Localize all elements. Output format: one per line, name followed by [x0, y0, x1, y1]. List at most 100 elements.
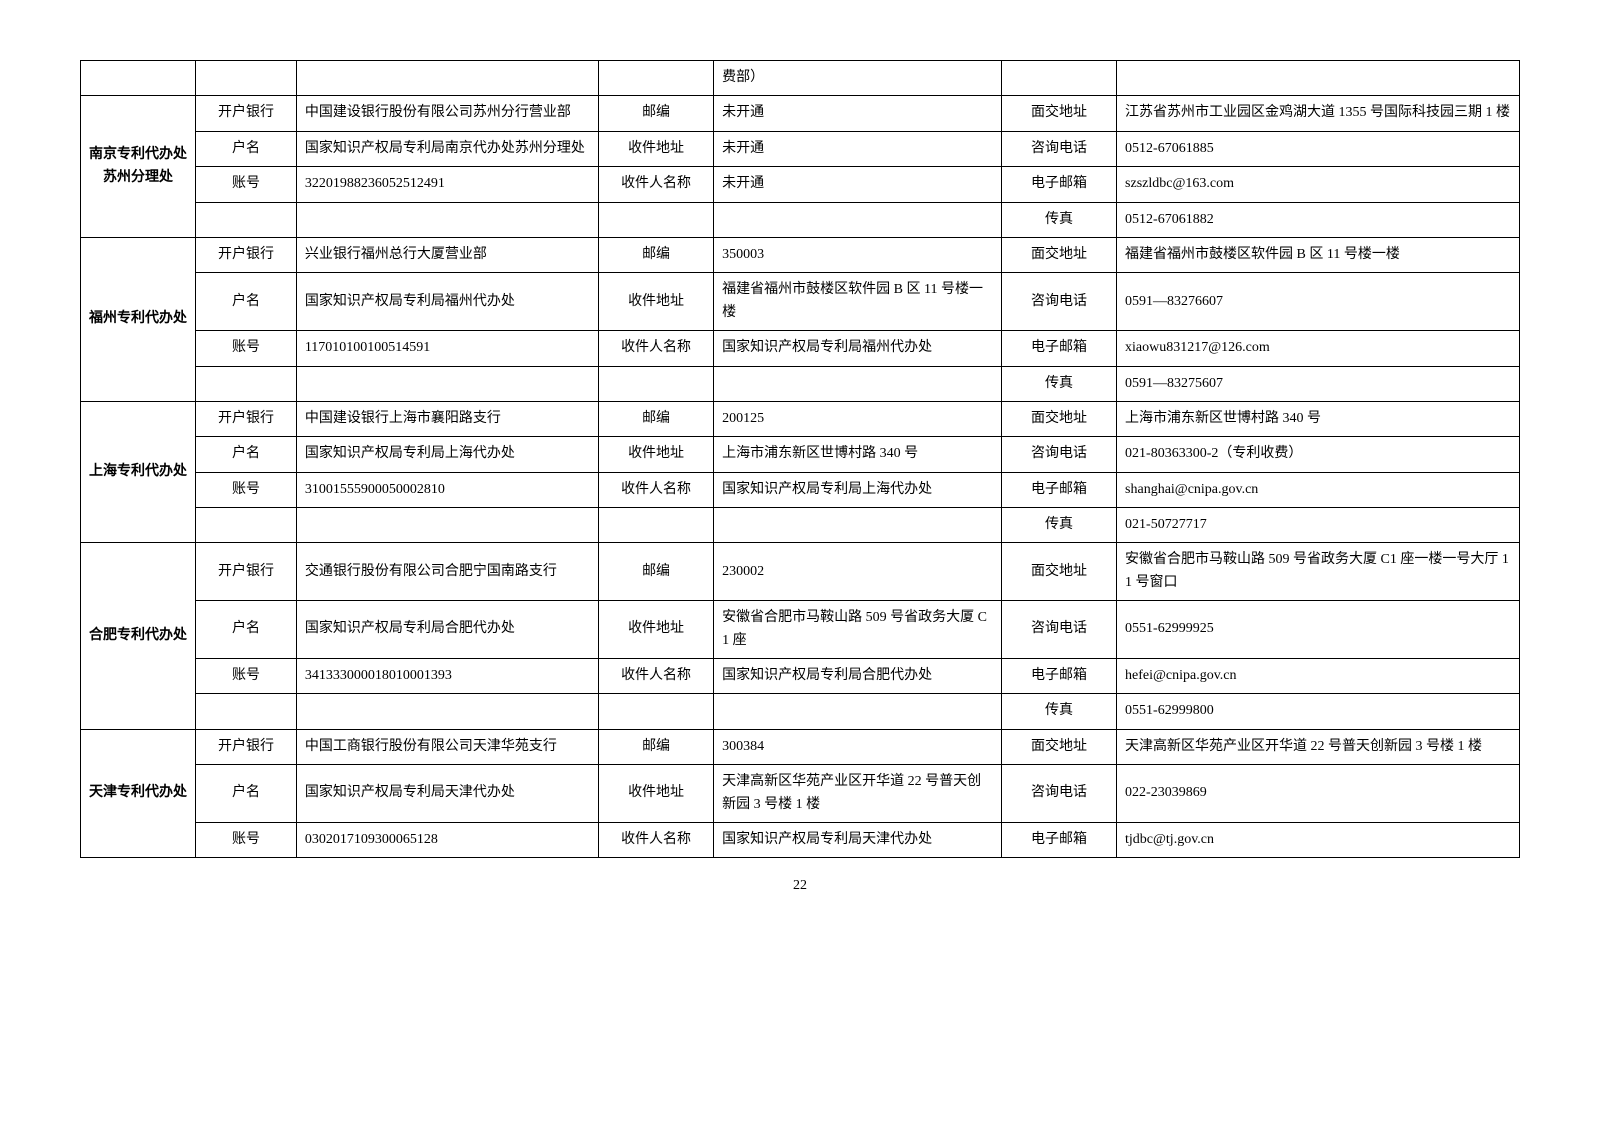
label-contact: 面交地址 — [1001, 237, 1116, 272]
value-contact: xiaowu831217@126.com — [1117, 331, 1520, 366]
table-row: 福州专利代办处开户银行兴业银行福州总行大厦营业部邮编350003面交地址福建省福… — [81, 237, 1520, 272]
label-bank — [196, 694, 297, 729]
table-row: 南京专利代办处苏州分理处开户银行中国建设银行股份有限公司苏州分行营业部邮编未开通… — [81, 96, 1520, 131]
label-mail: 收件地址 — [599, 273, 714, 331]
value-mail: 国家知识产权局专利局上海代办处 — [714, 472, 1002, 507]
label-contact — [1001, 61, 1116, 96]
label-mail: 收件地址 — [599, 601, 714, 659]
label-mail — [599, 202, 714, 237]
table-row: 传真0591—83275607 — [81, 366, 1520, 401]
table-row: 户名国家知识产权局专利局南京代办处苏州分理处收件地址未开通咨询电话0512-67… — [81, 131, 1520, 166]
table-row: 传真021-50727717 — [81, 508, 1520, 543]
value-bank — [296, 202, 598, 237]
label-mail: 邮编 — [599, 543, 714, 601]
table-row: 传真0551-62999800 — [81, 694, 1520, 729]
value-mail: 福建省福州市鼓楼区软件园 B 区 11 号楼一楼 — [714, 273, 1002, 331]
value-contact: shanghai@cnipa.gov.cn — [1117, 472, 1520, 507]
label-bank: 开户银行 — [196, 96, 297, 131]
label-contact: 面交地址 — [1001, 543, 1116, 601]
label-mail: 收件地址 — [599, 131, 714, 166]
table-row: 费部） — [81, 61, 1520, 96]
table-row: 户名国家知识产权局专利局上海代办处收件地址上海市浦东新区世博村路 340 号咨询… — [81, 437, 1520, 472]
table-row: 账号32201988236052512491收件人名称未开通电子邮箱szszld… — [81, 167, 1520, 202]
value-bank: 32201988236052512491 — [296, 167, 598, 202]
value-contact: 江苏省苏州市工业园区金鸡湖大道 1355 号国际科技园三期 1 楼 — [1117, 96, 1520, 131]
label-bank: 开户银行 — [196, 401, 297, 436]
value-mail: 费部） — [714, 61, 1002, 96]
value-contact: 021-80363300-2（专利收费） — [1117, 437, 1520, 472]
table-row: 传真0512-67061882 — [81, 202, 1520, 237]
value-mail: 350003 — [714, 237, 1002, 272]
label-bank: 账号 — [196, 331, 297, 366]
value-contact: 021-50727717 — [1117, 508, 1520, 543]
label-contact: 咨询电话 — [1001, 765, 1116, 823]
table-row: 天津专利代办处开户银行中国工商银行股份有限公司天津华苑支行邮编300384面交地… — [81, 729, 1520, 764]
label-contact: 面交地址 — [1001, 401, 1116, 436]
label-contact: 电子邮箱 — [1001, 822, 1116, 857]
label-mail — [599, 694, 714, 729]
label-bank: 账号 — [196, 822, 297, 857]
label-contact: 咨询电话 — [1001, 601, 1116, 659]
label-mail: 收件人名称 — [599, 472, 714, 507]
label-contact: 传真 — [1001, 202, 1116, 237]
value-mail: 国家知识产权局专利局天津代办处 — [714, 822, 1002, 857]
value-mail: 200125 — [714, 401, 1002, 436]
value-bank: 兴业银行福州总行大厦营业部 — [296, 237, 598, 272]
value-mail: 230002 — [714, 543, 1002, 601]
value-bank: 国家知识产权局专利局上海代办处 — [296, 437, 598, 472]
label-bank — [196, 202, 297, 237]
label-contact: 咨询电话 — [1001, 131, 1116, 166]
label-mail: 邮编 — [599, 237, 714, 272]
label-mail: 收件人名称 — [599, 331, 714, 366]
value-mail — [714, 366, 1002, 401]
value-mail: 安徽省合肥市马鞍山路 509 号省政务大厦 C1 座 — [714, 601, 1002, 659]
value-bank: 117010100100514591 — [296, 331, 598, 366]
table-row: 账号0302017109300065128收件人名称国家知识产权局专利局天津代办… — [81, 822, 1520, 857]
value-mail: 上海市浦东新区世博村路 340 号 — [714, 437, 1002, 472]
label-mail: 收件人名称 — [599, 167, 714, 202]
table-row: 户名国家知识产权局专利局合肥代办处收件地址安徽省合肥市马鞍山路 509 号省政务… — [81, 601, 1520, 659]
value-bank: 0302017109300065128 — [296, 822, 598, 857]
value-bank — [296, 694, 598, 729]
office-name-cell: 天津专利代办处 — [81, 729, 196, 858]
label-contact: 电子邮箱 — [1001, 472, 1116, 507]
page-number: 22 — [80, 878, 1520, 894]
table-row: 户名国家知识产权局专利局天津代办处收件地址天津高新区华苑产业区开华道 22 号普… — [81, 765, 1520, 823]
value-contact: 0591—83276607 — [1117, 273, 1520, 331]
label-contact: 电子邮箱 — [1001, 659, 1116, 694]
label-bank: 户名 — [196, 765, 297, 823]
office-name-cell: 南京专利代办处苏州分理处 — [81, 96, 196, 238]
label-bank: 户名 — [196, 437, 297, 472]
label-bank — [196, 366, 297, 401]
office-name-cell — [81, 61, 196, 96]
table-row: 账号117010100100514591收件人名称国家知识产权局专利局福州代办处… — [81, 331, 1520, 366]
label-bank: 户名 — [196, 131, 297, 166]
value-bank: 国家知识产权局专利局天津代办处 — [296, 765, 598, 823]
value-mail — [714, 508, 1002, 543]
office-name-cell: 合肥专利代办处 — [81, 543, 196, 729]
value-contact: tjdbc@tj.gov.cn — [1117, 822, 1520, 857]
label-contact: 传真 — [1001, 366, 1116, 401]
label-mail — [599, 366, 714, 401]
office-name-cell: 福州专利代办处 — [81, 237, 196, 401]
value-bank — [296, 61, 598, 96]
value-contact: hefei@cnipa.gov.cn — [1117, 659, 1520, 694]
value-contact: 022-23039869 — [1117, 765, 1520, 823]
label-bank: 户名 — [196, 273, 297, 331]
value-contact — [1117, 61, 1520, 96]
label-mail: 邮编 — [599, 729, 714, 764]
label-contact: 咨询电话 — [1001, 273, 1116, 331]
table-row: 账号31001555900050002810收件人名称国家知识产权局专利局上海代… — [81, 472, 1520, 507]
label-bank: 开户银行 — [196, 237, 297, 272]
label-bank: 户名 — [196, 601, 297, 659]
table-row: 合肥专利代办处开户银行交通银行股份有限公司合肥宁国南路支行邮编230002面交地… — [81, 543, 1520, 601]
label-contact: 咨询电话 — [1001, 437, 1116, 472]
office-name-cell: 上海专利代办处 — [81, 401, 196, 543]
value-bank: 国家知识产权局专利局福州代办处 — [296, 273, 598, 331]
office-info-table: 费部）南京专利代办处苏州分理处开户银行中国建设银行股份有限公司苏州分行营业部邮编… — [80, 60, 1520, 858]
table-row: 上海专利代办处开户银行中国建设银行上海市襄阳路支行邮编200125面交地址上海市… — [81, 401, 1520, 436]
label-contact: 传真 — [1001, 694, 1116, 729]
value-bank: 国家知识产权局专利局南京代办处苏州分理处 — [296, 131, 598, 166]
value-contact: 0591—83275607 — [1117, 366, 1520, 401]
label-bank — [196, 61, 297, 96]
